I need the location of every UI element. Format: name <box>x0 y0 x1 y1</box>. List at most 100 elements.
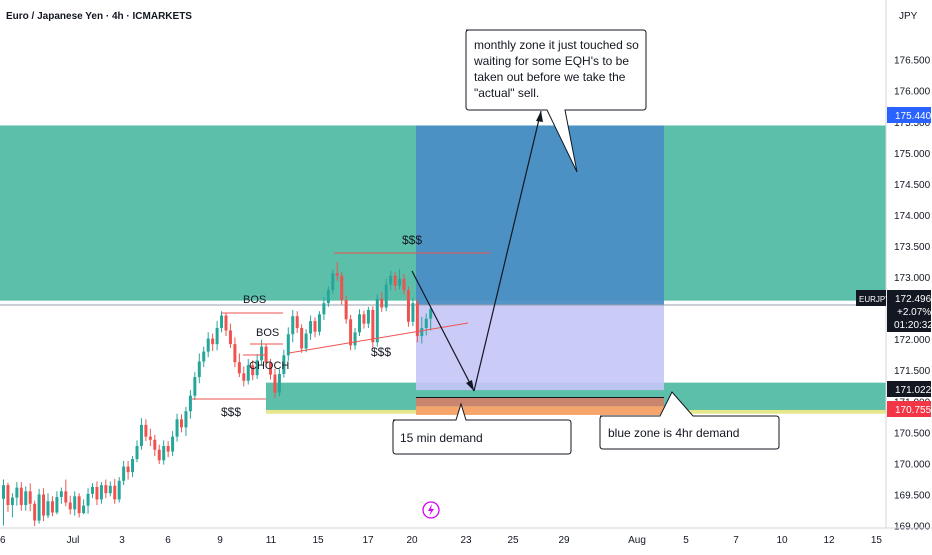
candle <box>331 269 335 294</box>
candle <box>55 491 59 515</box>
candle <box>37 488 41 524</box>
candle <box>42 488 46 522</box>
candle <box>309 315 313 340</box>
x-tick-label: Aug <box>628 535 646 546</box>
projection-up <box>473 110 542 392</box>
candle-body <box>211 338 215 345</box>
x-tick-label: 6 <box>0 535 6 546</box>
candle-body <box>295 316 299 328</box>
candle <box>304 329 308 353</box>
callout-line-3: taken out before we take the <box>474 70 626 84</box>
position-lower-box <box>416 304 664 391</box>
tag-mid-text: 171.022 <box>895 385 932 396</box>
candle <box>273 368 277 399</box>
candle <box>295 311 299 333</box>
candle-body <box>153 439 157 450</box>
candle-body <box>28 491 32 504</box>
candle <box>286 327 290 361</box>
candle-body <box>362 314 366 324</box>
candle-body <box>50 501 54 513</box>
candle-body <box>99 485 103 500</box>
candle-body <box>68 502 72 510</box>
x-tick-label: 7 <box>733 535 739 546</box>
m15-demand-zone <box>416 397 664 407</box>
candle <box>211 333 215 351</box>
candle <box>389 270 393 291</box>
candle-body <box>202 351 206 362</box>
time-axis[interactable]: 6 Jul 3 6 9 11 15 17 20 23 25 29 Aug 5 7 10 12 15 <box>0 527 932 550</box>
candle-body <box>380 298 384 308</box>
candle <box>131 455 135 478</box>
candle <box>406 286 410 327</box>
x-tick-label: 25 <box>507 535 519 546</box>
candle <box>206 332 210 358</box>
candle-body <box>353 332 357 346</box>
y-tick-label: 175.000 <box>894 149 931 160</box>
candle <box>317 311 321 336</box>
candle-body <box>340 275 344 301</box>
liq-top-label: $$$ <box>402 233 422 247</box>
candle <box>197 353 201 384</box>
candle-body <box>264 346 268 363</box>
price-tags: JPY 175.440 EURJPY 172.496 +2.07% 01:20:… <box>856 11 932 417</box>
candle-body <box>384 284 388 308</box>
candle-body <box>313 321 317 332</box>
candle <box>15 482 19 506</box>
candle <box>220 311 224 333</box>
candle-body <box>193 377 197 396</box>
candle-body <box>82 505 86 514</box>
candle-body <box>91 487 94 494</box>
y-tick-label: 176.000 <box>894 87 931 98</box>
candle <box>10 493 14 518</box>
x-tick-label: 20 <box>406 535 418 546</box>
candle <box>398 268 402 290</box>
candle-body <box>424 318 428 328</box>
candle-body <box>237 362 241 374</box>
candle-body <box>220 315 224 328</box>
candle <box>264 343 268 367</box>
candle <box>166 441 170 458</box>
candle-body <box>2 485 5 499</box>
candle-body <box>366 309 370 324</box>
candle-body <box>131 459 135 473</box>
candle <box>91 483 94 499</box>
y-tick-label: 175.500 <box>894 118 931 129</box>
chart-title: Euro / Japanese Yen · 4h · ICMARKETS <box>6 11 192 22</box>
candle-body <box>77 496 81 514</box>
candle-body <box>6 485 10 506</box>
candle <box>82 499 86 515</box>
candle <box>28 483 32 512</box>
candle-body <box>157 449 161 461</box>
bos-lower-label: BOS <box>256 327 279 339</box>
candle-body <box>309 321 313 334</box>
annotations-layer: BOS BOS CHOCH $$$ $$$ $$$ monthly zone i… <box>192 29 780 519</box>
candle-body <box>402 278 406 291</box>
projection-down <box>411 270 475 392</box>
candle <box>358 309 361 337</box>
candle <box>411 297 415 327</box>
candle <box>429 306 433 331</box>
trendline <box>288 322 469 354</box>
y-tick-label: 174.000 <box>894 211 931 222</box>
candle-body <box>375 298 379 343</box>
candle-body <box>206 338 210 352</box>
candle <box>349 314 353 351</box>
candle-body <box>33 503 37 521</box>
candle <box>135 440 139 463</box>
candle-body <box>260 346 264 361</box>
tag-low <box>887 401 931 417</box>
candle <box>237 353 241 378</box>
candle-body <box>304 333 308 349</box>
price-axis[interactable]: 169.000169.500170.000170.500171.000171.5… <box>885 0 932 550</box>
candle <box>117 477 121 503</box>
candle <box>282 349 286 378</box>
price-axis-background <box>886 0 932 550</box>
candle-body <box>95 487 99 500</box>
symbol-tag-text: EURJPY <box>859 295 891 304</box>
candle-body <box>411 303 415 322</box>
candle-body <box>291 316 295 335</box>
candle-body <box>406 290 410 322</box>
candle-body <box>46 501 50 516</box>
candle <box>50 496 54 517</box>
